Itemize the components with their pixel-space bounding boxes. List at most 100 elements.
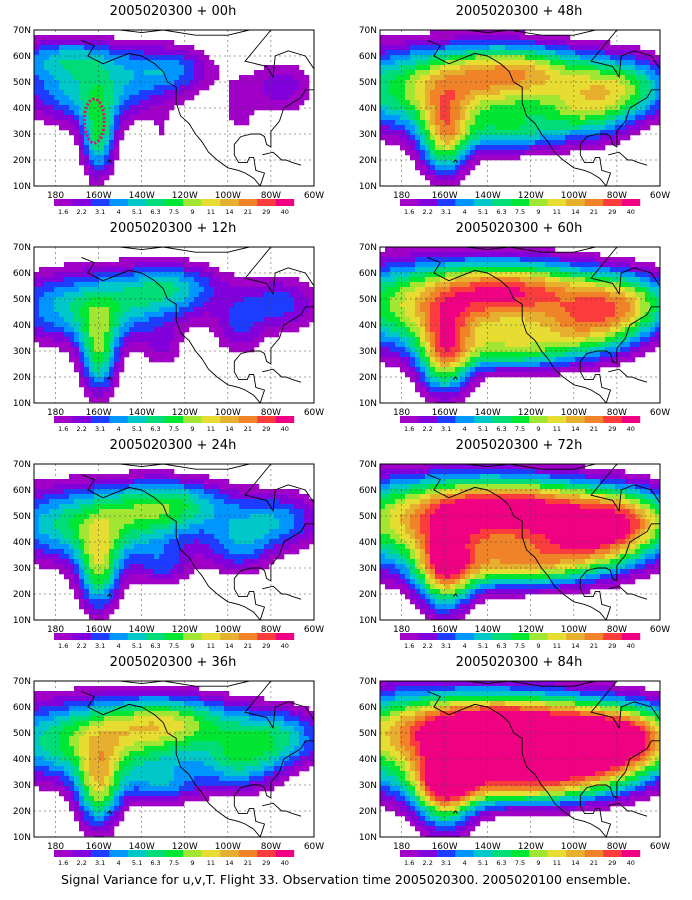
panel-title: 2005020300 + 84h xyxy=(455,655,583,670)
y-tick-label: 20N xyxy=(359,373,377,383)
y-tick-label: 70N xyxy=(13,26,31,36)
x-tick-label: 80W xyxy=(261,191,281,201)
y-tick-label: 10N xyxy=(13,616,31,626)
x-tick-label: 120W xyxy=(172,191,198,201)
colorbar-label: 5.1 xyxy=(132,859,142,867)
colorbar-swatch xyxy=(492,633,511,640)
colorbar-swatch xyxy=(492,199,511,206)
x-tick-label: 60W xyxy=(650,625,670,635)
y-tick-label: 70N xyxy=(13,460,31,470)
colorbar-label: 1.6 xyxy=(404,642,414,650)
colorbar-label: 11 xyxy=(207,425,215,433)
colorbar-swatch xyxy=(584,416,604,423)
colorbar-swatch xyxy=(400,199,419,206)
x-tick-label: 160W xyxy=(432,625,458,635)
y-tick-label: 40N xyxy=(359,755,377,765)
colorbar-swatch xyxy=(90,633,110,640)
x-tick-label: 100W xyxy=(215,408,241,418)
colorbar-label: 6.3 xyxy=(150,425,160,433)
colorbar-swatch xyxy=(164,633,184,640)
y-tick-label: 60N xyxy=(13,486,31,496)
x-tick-label: 180 xyxy=(393,191,410,201)
y-tick-label: 20N xyxy=(13,373,31,383)
colorbar-swatch xyxy=(183,199,202,206)
x-tick-label: 180 xyxy=(47,625,64,635)
colorbar-label: 40 xyxy=(627,859,635,867)
colorbar-label: 4 xyxy=(117,859,121,867)
colorbar-swatch xyxy=(603,850,622,857)
colorbar-swatch xyxy=(603,633,622,640)
colorbar-swatch xyxy=(146,199,165,206)
colorbar-swatch xyxy=(127,850,147,857)
x-tick-label: 140W xyxy=(129,842,155,852)
colorbar-swatch xyxy=(547,850,567,857)
x-tick-label: 80W xyxy=(261,842,281,852)
colorbar-label: 4 xyxy=(463,208,467,216)
colorbar-label: 21 xyxy=(244,425,252,433)
x-tick-label: 60W xyxy=(304,625,324,635)
colorbar-label: 1.6 xyxy=(58,859,68,867)
variance-field xyxy=(380,247,660,403)
colorbar-swatch xyxy=(400,633,419,640)
y-tick-label: 10N xyxy=(13,182,31,192)
colorbar-swatch xyxy=(418,633,438,640)
colorbar-swatch xyxy=(621,416,641,423)
colorbar-swatch xyxy=(72,850,92,857)
y-tick-label: 60N xyxy=(13,269,31,279)
y-tick-label: 50N xyxy=(13,512,31,522)
colorbar-label: 4 xyxy=(117,642,121,650)
colorbar-swatch xyxy=(220,850,239,857)
panel-map: 10N 20N 30N 40N 50N 60N 70N 180 160W 140W 120W 100W… xyxy=(13,26,324,216)
variance-field xyxy=(34,30,314,186)
x-tick-label: 140W xyxy=(129,191,155,201)
colorbar-swatch xyxy=(109,850,129,857)
colorbar-label: 11 xyxy=(207,208,215,216)
panel: 2005020300 + 36h 10N 20N 30N 40N 50N 60N 70N 180… xyxy=(0,651,346,867)
colorbar-swatch xyxy=(455,416,475,423)
colorbar-swatch xyxy=(238,850,258,857)
x-tick-label: 100W xyxy=(215,842,241,852)
colorbar-swatch xyxy=(238,416,258,423)
y-tick-label: 10N xyxy=(13,399,31,409)
colorbar-label: 9 xyxy=(536,208,540,216)
colorbar-swatch xyxy=(275,850,295,857)
colorbar-label: 6.3 xyxy=(496,642,506,650)
panel-map: 10N 20N 30N 40N 50N 60N 70N 180 160W 140W 120W 100W… xyxy=(359,460,670,650)
colorbar-label: 29 xyxy=(262,642,270,650)
colorbar-label: 29 xyxy=(262,425,270,433)
x-tick-label: 60W xyxy=(650,191,670,201)
y-tick-label: 40N xyxy=(359,104,377,114)
y-tick-label: 20N xyxy=(359,590,377,600)
colorbar-swatch xyxy=(220,199,239,206)
y-tick-label: 10N xyxy=(359,182,377,192)
colorbar-label: 2.2 xyxy=(423,859,433,867)
x-tick-label: 60W xyxy=(304,408,324,418)
y-tick-label: 20N xyxy=(359,156,377,166)
y-tick-label: 30N xyxy=(13,781,31,791)
x-tick-label: 60W xyxy=(304,842,324,852)
panel: 2005020300 + 00h 10N 20N 30N 40N 50N 60N 70N 180… xyxy=(0,0,346,216)
colorbar-label: 5.1 xyxy=(132,642,142,650)
x-tick-label: 140W xyxy=(129,408,155,418)
colorbar-swatch xyxy=(455,850,475,857)
panel-map: 10N 20N 30N 40N 50N 60N 70N 180 160W 140W 120W 100W… xyxy=(13,677,324,867)
colorbar-label: 5.1 xyxy=(478,642,488,650)
panel: 2005020300 + 24h 10N 20N 30N 40N 50N 60N 70N 180… xyxy=(0,434,346,650)
colorbar-swatch xyxy=(436,199,456,206)
colorbar-swatch xyxy=(584,199,604,206)
colorbar-label: 3.1 xyxy=(441,642,451,650)
x-tick-label: 180 xyxy=(47,191,64,201)
y-tick-label: 30N xyxy=(13,130,31,140)
panel-title: 2005020300 + 72h xyxy=(455,438,583,453)
colorbar-label: 14 xyxy=(571,642,579,650)
x-tick-label: 140W xyxy=(475,408,501,418)
colorbar-swatch xyxy=(418,199,438,206)
colorbar-swatch xyxy=(257,416,276,423)
colorbar-label: 4 xyxy=(117,208,121,216)
y-tick-label: 50N xyxy=(13,78,31,88)
colorbar-label: 9 xyxy=(190,208,194,216)
y-tick-label: 40N xyxy=(359,538,377,548)
x-tick-label: 160W xyxy=(432,408,458,418)
colorbar-label: 6.3 xyxy=(496,208,506,216)
x-tick-label: 140W xyxy=(475,625,501,635)
